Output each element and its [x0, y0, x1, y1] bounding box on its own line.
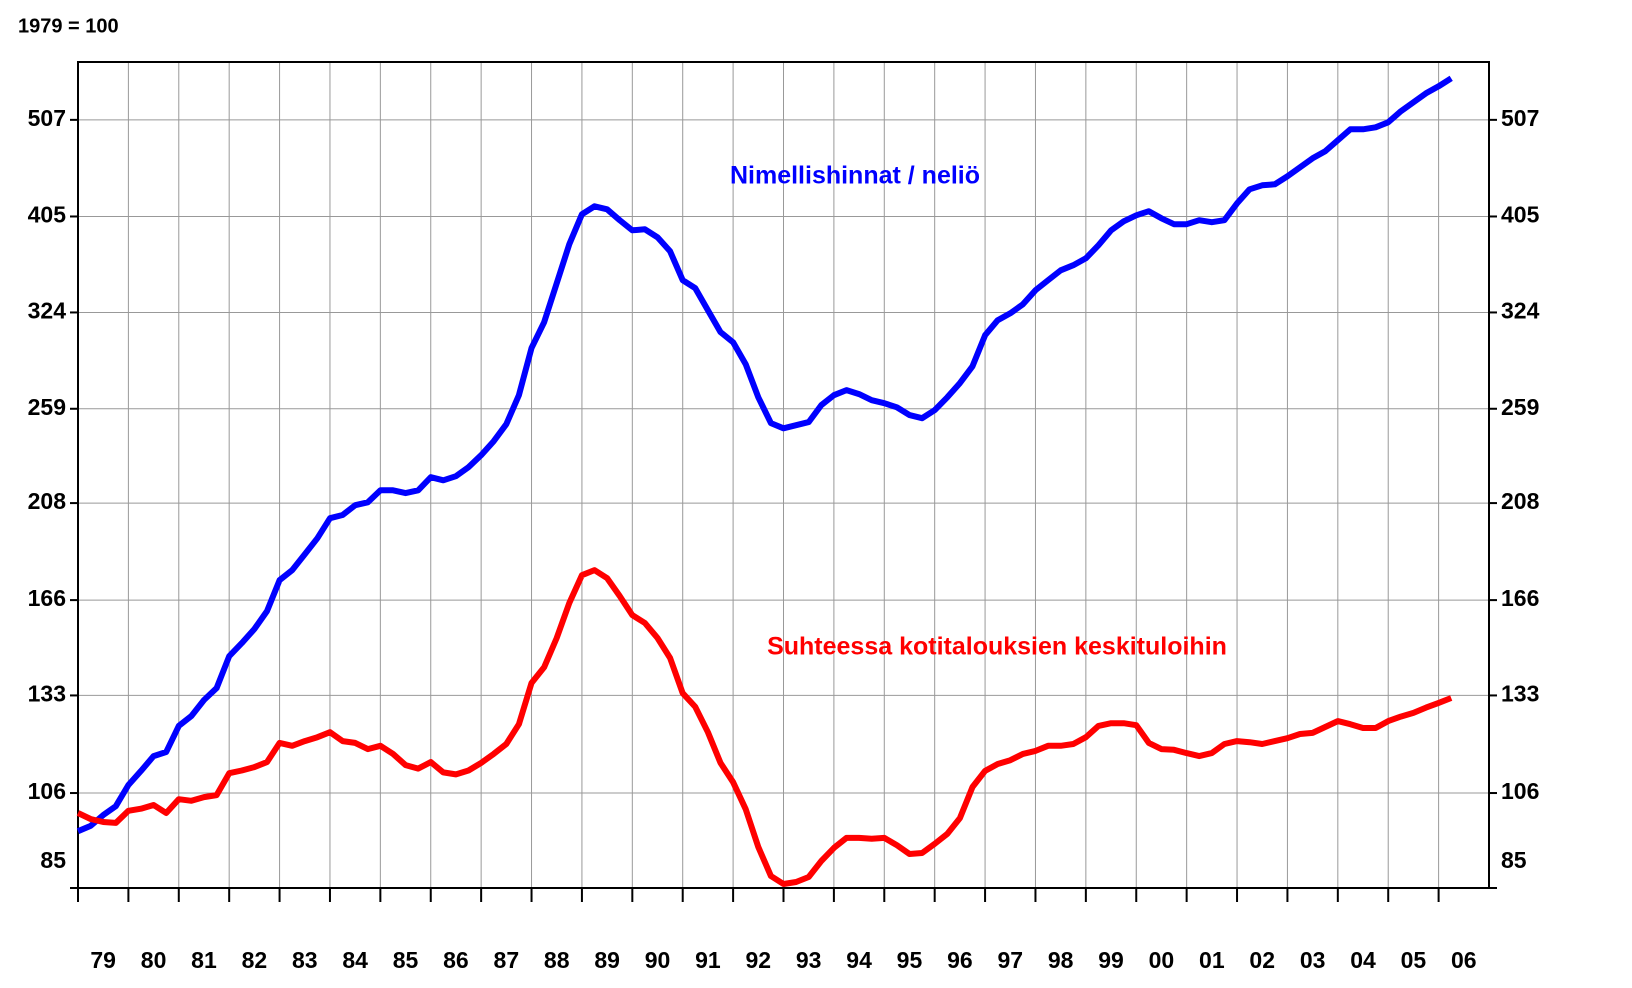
x-tick-label: 87 — [494, 947, 520, 973]
x-tick-label: 05 — [1401, 947, 1427, 973]
x-tick-label: 04 — [1350, 947, 1376, 973]
y-tick-label: 324 — [28, 298, 67, 324]
y2-tick-label: 259 — [1501, 394, 1539, 420]
y2-tick-label: 166 — [1501, 585, 1539, 611]
x-tick-label: 02 — [1249, 947, 1275, 973]
plot-frame — [77, 61, 1490, 889]
y-tick-label: 106 — [28, 778, 66, 804]
x-tick-label: 97 — [997, 947, 1023, 973]
x-tick-label: 99 — [1098, 947, 1124, 973]
y-tick-label: 133 — [28, 681, 66, 707]
y2-tick-label: 507 — [1501, 105, 1539, 131]
y-tick-label: 85 — [40, 847, 66, 873]
y2-tick-label: 106 — [1501, 778, 1539, 804]
y-tick-label: 405 — [28, 202, 67, 228]
chart-subtitle: 1979 = 100 — [18, 15, 119, 37]
x-tick-label: 81 — [191, 947, 217, 973]
y-tick-label: 208 — [28, 488, 67, 514]
x-tick-label: 93 — [796, 947, 822, 973]
y2-tick-label: 85 — [1501, 847, 1527, 873]
series-line — [76, 567, 1453, 887]
series-label: Suhteessa kotitalouksien keskituloihin — [767, 633, 1227, 661]
x-tick-label: 90 — [645, 947, 671, 973]
x-tick-label: 85 — [393, 947, 419, 973]
x-tick-label: 84 — [342, 947, 368, 973]
x-tick-label: 98 — [1048, 947, 1074, 973]
y-tick-label: 259 — [28, 394, 66, 420]
x-tick-label: 94 — [846, 947, 872, 973]
x-tick-label: 89 — [594, 947, 620, 973]
x-tick-label: 01 — [1199, 947, 1225, 973]
y2-tick-label: 133 — [1501, 681, 1539, 707]
y2-tick-label: 208 — [1501, 488, 1540, 514]
x-tick-label: 92 — [746, 947, 772, 973]
x-tick-label: 79 — [90, 947, 116, 973]
x-tick-label: 86 — [443, 947, 469, 973]
x-tick-label: 95 — [897, 947, 923, 973]
x-tick-label: 03 — [1300, 947, 1326, 973]
y-tick-label: 166 — [28, 585, 66, 611]
x-tick-label: 96 — [947, 947, 973, 973]
x-tick-label: 88 — [544, 947, 570, 973]
x-tick-label: 91 — [695, 947, 721, 973]
series-label: Nimellishinnat / neliö — [730, 162, 980, 190]
x-tick-label: 82 — [242, 947, 268, 973]
x-tick-label: 83 — [292, 947, 318, 973]
y2-tick-label: 324 — [1501, 298, 1540, 324]
series-line — [76, 75, 1453, 834]
y2-tick-label: 405 — [1501, 202, 1540, 228]
x-tick-label: 80 — [141, 947, 167, 973]
x-tick-label: 00 — [1149, 947, 1175, 973]
y-tick-label: 507 — [28, 105, 66, 131]
x-tick-label: 06 — [1451, 947, 1477, 973]
